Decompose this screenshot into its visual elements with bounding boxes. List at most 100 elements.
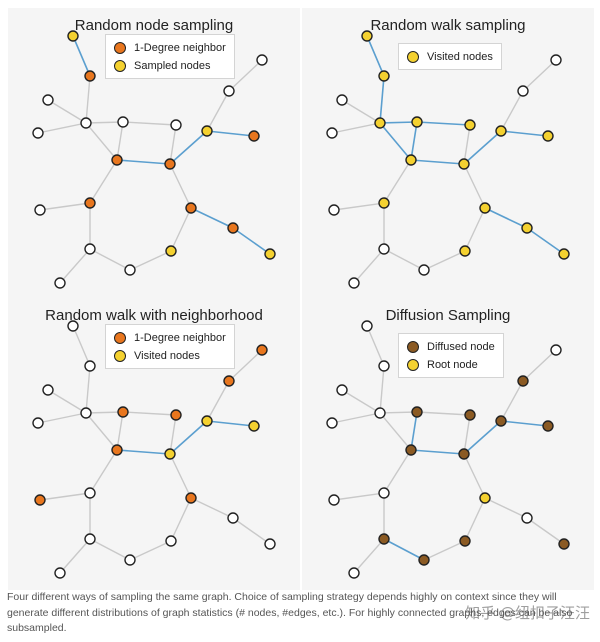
graph-edge-c-h <box>379 121 418 124</box>
graph-edge-b-c <box>379 365 385 414</box>
graph-node-h <box>117 406 129 418</box>
graph-node-p <box>378 197 390 209</box>
graph-edge-i-k <box>463 124 471 165</box>
graph-edge-e-c <box>331 412 381 424</box>
panel-random-walk-with-neighborhood: Random walk with neighborhood 1-Degree n… <box>8 298 300 590</box>
graph-node-i <box>464 409 476 421</box>
graph-node-t <box>124 264 136 276</box>
graph-edge-d-c <box>341 99 381 124</box>
graph-node-f <box>550 344 562 356</box>
graph-edge-k-n <box>463 453 486 499</box>
graph-node-g <box>223 85 235 97</box>
graph-node-a <box>361 320 373 332</box>
graph-edge-a-b <box>72 35 91 77</box>
graph-edge-u-v <box>353 248 385 284</box>
graph-edge-i-k <box>169 124 177 165</box>
graph-node-b <box>84 360 96 372</box>
graph-node-h <box>411 116 423 128</box>
graph-edge-p-j <box>383 159 412 204</box>
graph-node-j <box>111 444 123 456</box>
graph-edge-h-i <box>416 121 471 126</box>
graph-node-s <box>165 535 177 547</box>
graph-node-d <box>42 94 54 106</box>
graph-node-o <box>328 494 340 506</box>
graph-node-q <box>521 222 533 234</box>
graph-random-walk-sampling <box>326 30 570 289</box>
graph-edge-n-q <box>484 497 528 519</box>
panel-random-node-sampling: Random node sampling 1-Degree neighbor S… <box>8 8 300 300</box>
graph-edge-k-n <box>463 163 486 209</box>
graph-node-v <box>348 567 360 579</box>
panel-random-walk-sampling: Random walk sampling Visited nodes <box>302 8 594 300</box>
graph-node-r <box>558 248 570 260</box>
graph-node-h <box>117 116 129 128</box>
graph-edge-k-n <box>169 163 192 209</box>
graph-node-c <box>374 117 386 129</box>
graph-node-q <box>521 512 533 524</box>
graph-edge-q-r <box>526 227 565 255</box>
graph-edge-c-h <box>379 411 418 414</box>
graph-node-l <box>201 125 213 137</box>
graph-edge-p-o <box>333 202 385 211</box>
graph-node-t <box>124 554 136 566</box>
yellow-dot-icon <box>114 60 126 72</box>
graph-edge-p-o <box>39 202 91 211</box>
graph-node-a <box>67 320 79 332</box>
graph-edge-s-t <box>423 540 466 561</box>
graph-edge-g-l <box>500 380 524 422</box>
graph-node-h <box>411 406 423 418</box>
graph-node-m <box>248 420 260 432</box>
graph-edge-n-s <box>464 207 486 252</box>
graph-node-v <box>348 277 360 289</box>
graph-node-b <box>84 70 96 82</box>
graph-edge-n-s <box>170 497 192 542</box>
graph-edge-g-l <box>500 90 524 132</box>
graph-node-u <box>84 533 96 545</box>
graph-node-i <box>170 409 182 421</box>
panel-title: Random walk with neighborhood <box>45 307 263 324</box>
graph-edge-b-c <box>85 365 91 414</box>
graph-node-v <box>54 567 66 579</box>
graph-node-j <box>405 154 417 166</box>
graph-edge-h-j <box>116 411 124 451</box>
graph-node-g <box>223 375 235 387</box>
graph-edge-u-v <box>59 248 91 284</box>
graph-node-u <box>378 243 390 255</box>
graph-node-k <box>164 448 176 460</box>
graph-edge-s-t <box>129 540 172 561</box>
graph-node-q <box>227 222 239 234</box>
graph-node-t <box>418 264 430 276</box>
graph-edge-f-g <box>228 349 263 382</box>
graph-node-b <box>378 70 390 82</box>
graph-node-j <box>111 154 123 166</box>
graph-edge-f-g <box>228 59 263 92</box>
legend-item-1-degree-neighbor: 1-Degree neighbor <box>114 39 226 57</box>
yellow-dot-icon <box>407 359 419 371</box>
graph-edge-n-s <box>170 207 192 252</box>
graph-edge-l-k <box>169 130 208 165</box>
graph-edge-n-s <box>464 497 486 542</box>
legend-item-visited-nodes: Visited nodes <box>114 347 226 365</box>
graph-node-g <box>517 85 529 97</box>
graph-node-c <box>80 117 92 129</box>
graph-node-c <box>80 407 92 419</box>
graph-node-o <box>328 204 340 216</box>
graph-edge-d-c <box>47 389 87 414</box>
legend: 1-Degree neighbor Sampled nodes <box>105 34 235 79</box>
graph-node-f <box>256 54 268 66</box>
graph-node-m <box>542 420 554 432</box>
graph-edge-p-o <box>39 492 91 501</box>
graph-node-i <box>170 119 182 131</box>
graph-edge-s-t <box>423 250 466 271</box>
graph-node-e <box>326 127 338 139</box>
graph-edge-q-r <box>232 227 271 255</box>
graph-edge-c-j <box>85 122 118 161</box>
graph-edge-a-b <box>366 35 385 77</box>
graph-edge-d-c <box>47 99 87 124</box>
graph-node-b <box>378 360 390 372</box>
graph-node-l <box>495 415 507 427</box>
graph-node-u <box>378 533 390 545</box>
watermark: 知乎 @纽扣子汪汪 <box>465 604 590 622</box>
graph-edge-c-h <box>85 121 124 124</box>
graph-node-v <box>54 277 66 289</box>
